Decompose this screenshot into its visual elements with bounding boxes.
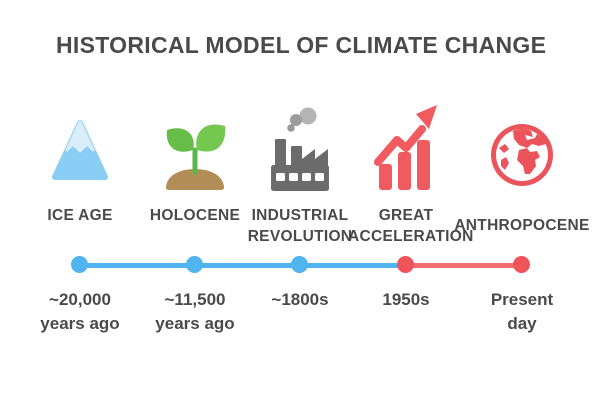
date-line: 1950s bbox=[382, 290, 430, 309]
timeline-line-blue bbox=[80, 263, 406, 268]
date-label-anthropocene: Present day bbox=[452, 288, 592, 336]
icon-box bbox=[242, 100, 358, 196]
stage-label: ANTHROPOCENE bbox=[454, 217, 590, 234]
icon-box bbox=[452, 100, 592, 196]
date-label-holocene: ~11,500 years ago bbox=[137, 288, 253, 336]
stage-anthropocene: ANTHROPOCENE bbox=[452, 100, 592, 236]
page-title: HISTORICAL MODEL OF CLIMATE CHANGE bbox=[56, 32, 547, 58]
stage-label: INDUSTRIAL REVOLUTION bbox=[247, 207, 353, 246]
stage-label: GREAT ACCELERATION bbox=[348, 207, 474, 246]
icon-box bbox=[348, 100, 464, 196]
date-line: ~1800s bbox=[271, 290, 329, 309]
timeline-dot-industrial-revolution bbox=[291, 256, 308, 273]
factory-icon bbox=[271, 107, 329, 191]
stage-holocene: HOLOCENE bbox=[137, 100, 253, 226]
timeline-dot-great-acceleration bbox=[397, 256, 414, 273]
timeline-line-red bbox=[406, 263, 522, 268]
stage-great-acceleration: GREAT ACCELERATION bbox=[348, 100, 474, 248]
date-label-ice-age: ~20,000 years ago bbox=[22, 288, 138, 336]
stage-industrial-revolution: INDUSTRIAL REVOLUTION bbox=[242, 100, 358, 248]
date-line: ~20,000 bbox=[49, 290, 111, 309]
stage-ice-age: ICE AGE bbox=[22, 100, 138, 226]
date-line: ~11,500 bbox=[164, 290, 226, 309]
date-label-great-acceleration: 1950s bbox=[348, 288, 464, 312]
mountain-icon bbox=[52, 120, 108, 180]
timeline-dot-holocene bbox=[186, 256, 203, 273]
globe-icon bbox=[491, 124, 553, 186]
date-line: Present bbox=[490, 290, 554, 309]
stage-label: ICE AGE bbox=[47, 207, 113, 224]
stage-label: HOLOCENE bbox=[149, 207, 241, 224]
icon-box bbox=[22, 100, 138, 196]
date-label-industrial-revolution: ~1800s bbox=[242, 288, 358, 312]
icon-box bbox=[137, 100, 253, 196]
date-line: years ago bbox=[155, 313, 235, 333]
date-line: years ago bbox=[40, 313, 120, 333]
sprout-icon bbox=[166, 124, 226, 190]
growth-chart-icon bbox=[374, 105, 437, 190]
timeline-dot-anthropocene bbox=[513, 256, 530, 273]
timeline-dot-ice-age bbox=[71, 256, 88, 273]
date-line: day bbox=[507, 313, 537, 333]
